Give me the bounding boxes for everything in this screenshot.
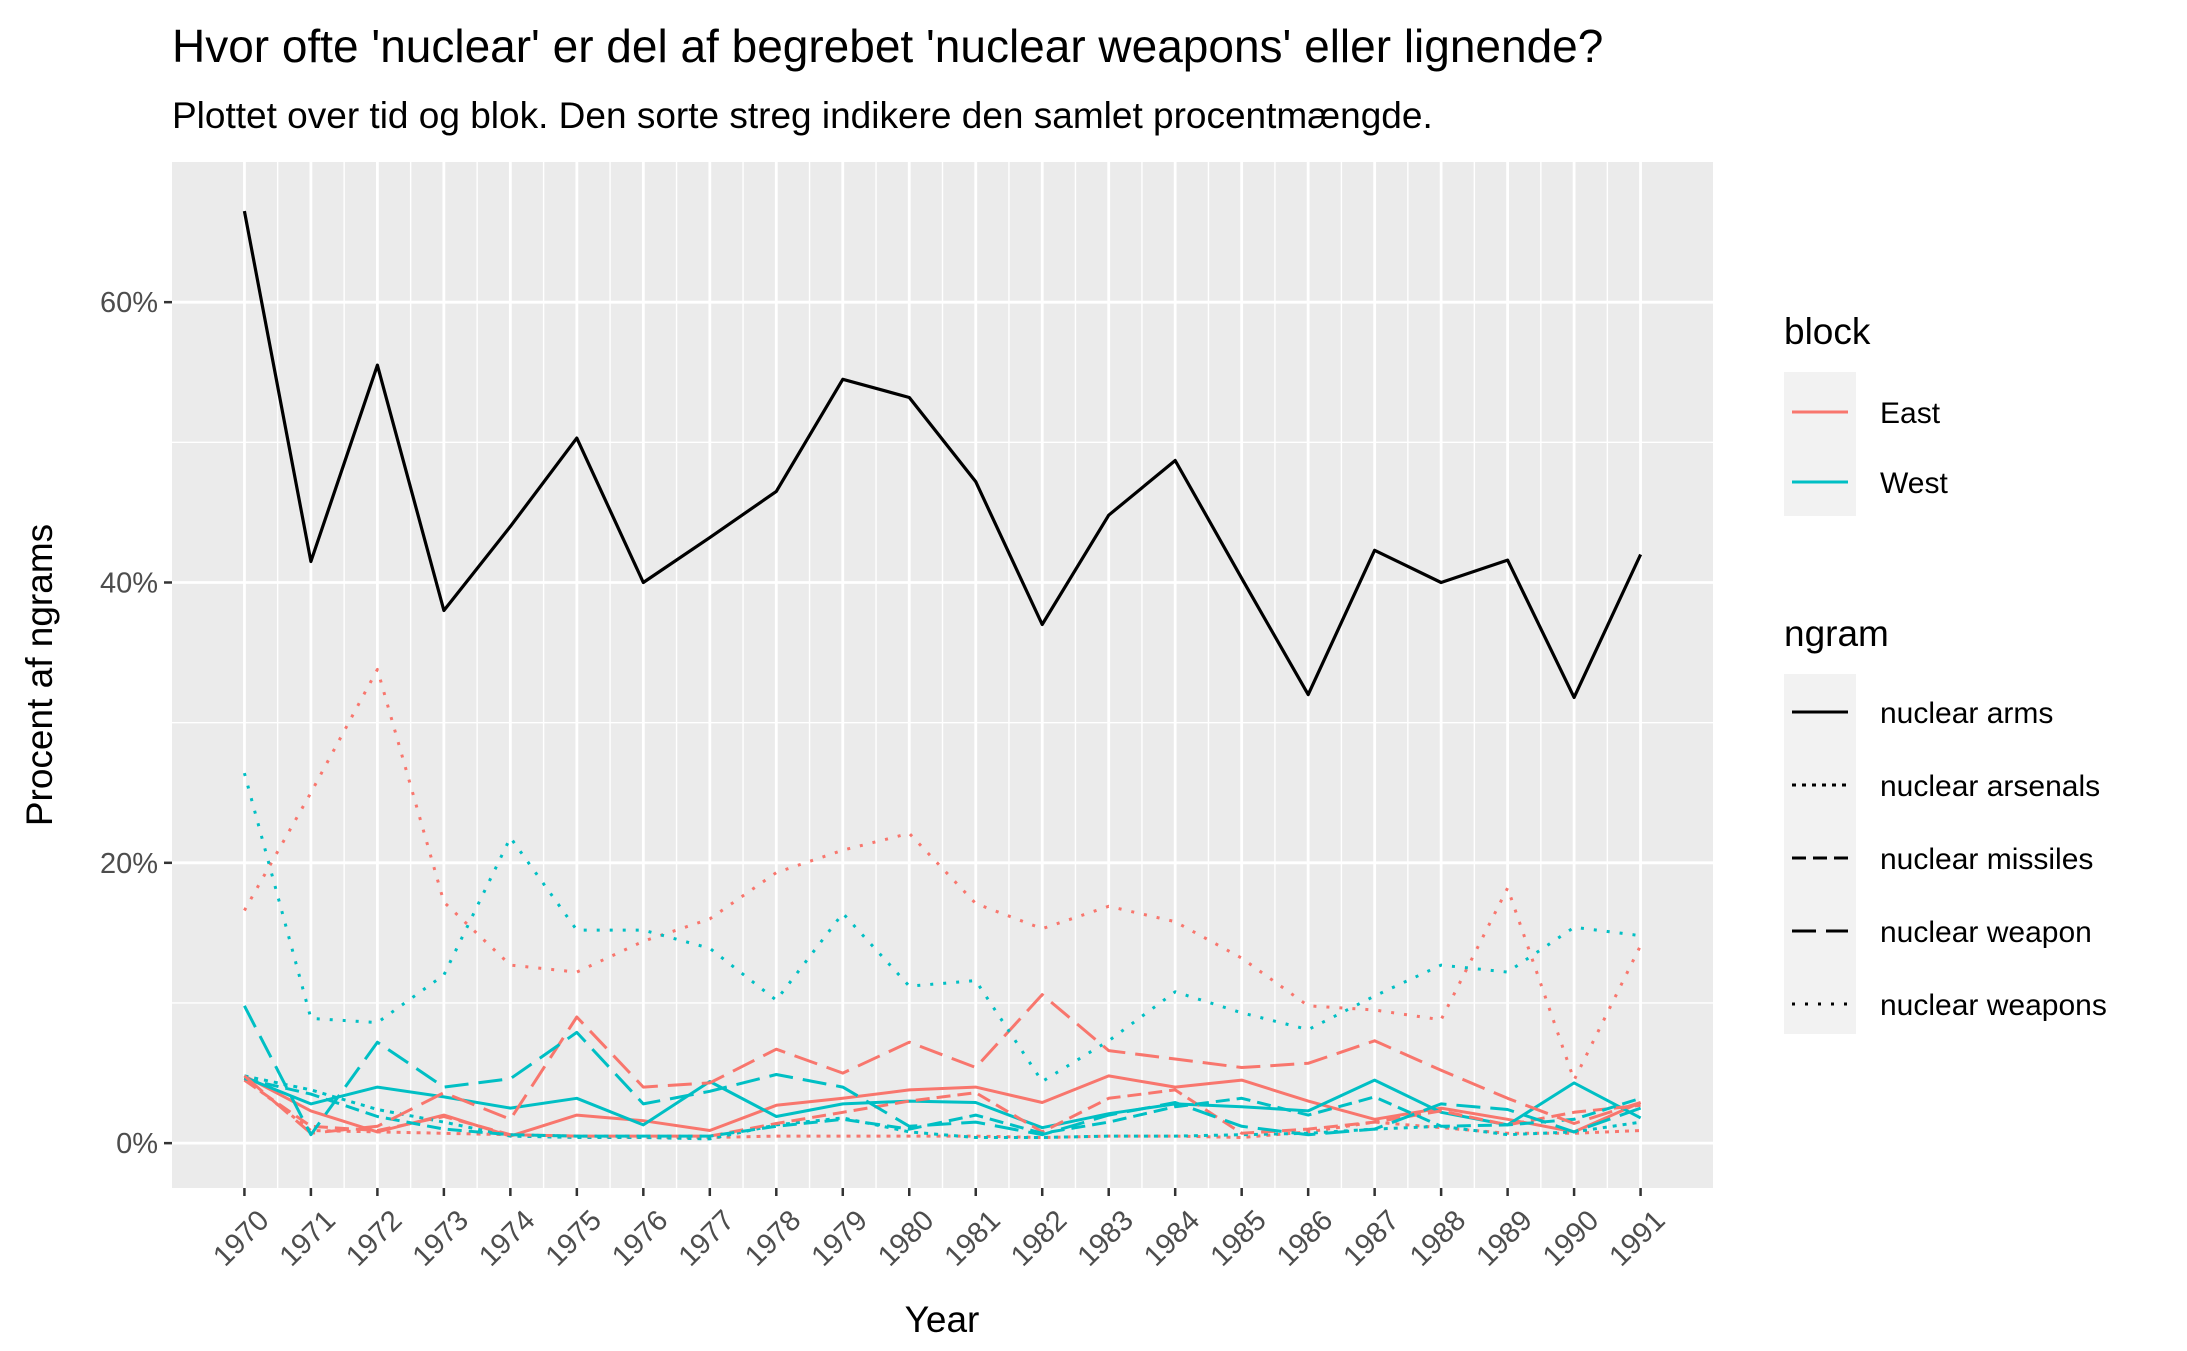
y-tick-label: 40% xyxy=(100,567,158,599)
x-tick-label: 1991 xyxy=(1603,1204,1671,1272)
series-line-nuclear-missiles-west xyxy=(244,1077,1642,1138)
legend-label-east: East xyxy=(1880,397,1941,430)
y-axis-title: Procent af ngrams xyxy=(19,524,60,826)
x-tick-label: 1985 xyxy=(1205,1204,1273,1272)
legend-label-nuclear-arsenals: nuclear arsenals xyxy=(1880,770,2100,803)
grid-major xyxy=(172,162,1713,1188)
legend-ngram-keys-bg xyxy=(1784,674,1856,1034)
legend-block: block East West xyxy=(1784,311,1948,516)
x-tick-label: 1977 xyxy=(673,1204,741,1272)
legend-label-nuclear-arms: nuclear arms xyxy=(1880,697,2053,730)
legend-block-keys-bg xyxy=(1784,372,1856,516)
series-line-nuclear-arms-east xyxy=(243,1074,1642,1138)
x-tick-label: 1988 xyxy=(1404,1204,1472,1272)
x-tick-label: 1975 xyxy=(540,1204,608,1272)
x-tick-label: 1972 xyxy=(340,1204,408,1272)
series-line-total-total xyxy=(242,210,1643,700)
x-tick-label: 1971 xyxy=(274,1204,342,1272)
y-tick-label: 20% xyxy=(100,848,158,880)
series-line-nuclear-weapon-west xyxy=(243,1005,1642,1137)
x-tick-label: 1980 xyxy=(872,1204,940,1272)
legend-block-title: block xyxy=(1784,311,1871,352)
x-tick-label: 1987 xyxy=(1337,1204,1405,1272)
x-tick-label: 1986 xyxy=(1271,1204,1339,1272)
x-tick-label: 1982 xyxy=(1005,1204,1073,1272)
y-tick-label: 0% xyxy=(116,1128,158,1160)
x-tick-label: 1974 xyxy=(473,1204,541,1272)
x-tick-label: 1989 xyxy=(1470,1204,1538,1272)
x-tick-label: 1978 xyxy=(739,1204,807,1272)
legend-block-entries: East West xyxy=(1792,397,1948,500)
x-tick-label: 1973 xyxy=(407,1204,475,1272)
chart-title: Hvor ofte 'nuclear' er del af begrebet '… xyxy=(172,20,1603,72)
legend-ngram-entries: nuclear arms nuclear arsenals nuclear miss… xyxy=(1792,697,2107,1022)
x-tick-label: 1976 xyxy=(606,1204,674,1272)
grid-minor xyxy=(172,162,1713,1188)
x-tick-label: 1981 xyxy=(939,1204,1007,1272)
x-tick-label: 1983 xyxy=(1072,1204,1140,1272)
y-tick-label: 60% xyxy=(100,287,158,319)
series-layer xyxy=(242,210,1643,1141)
chart-subtitle: Plottet over tid og blok. Den sorte stre… xyxy=(172,95,1433,136)
x-tick-label: 1970 xyxy=(207,1204,275,1272)
x-tick-label: 1979 xyxy=(806,1204,874,1272)
legend-label-nuclear-missiles: nuclear missiles xyxy=(1880,843,2093,876)
series-line-nuclear-weapon-east xyxy=(243,993,1642,1135)
series-line-nuclear-arsenals-east xyxy=(243,1077,1641,1139)
x-axis: 1970197119721973197419751976197719781979… xyxy=(207,1188,1672,1273)
legend-label-nuclear-weapons: nuclear weapons xyxy=(1880,989,2107,1022)
x-tick-label: 1984 xyxy=(1138,1204,1206,1272)
legend-label-nuclear-weapon: nuclear weapon xyxy=(1880,916,2092,949)
legend-ngram-title: ngram xyxy=(1784,613,1889,654)
legend-label-west: West xyxy=(1880,467,1948,500)
y-axis: 0% 20% 40% 60% xyxy=(100,287,172,1160)
series-line-nuclear-arms-west xyxy=(243,1075,1642,1130)
x-axis-title: Year xyxy=(905,1299,980,1340)
x-tick-label: 1990 xyxy=(1537,1204,1605,1272)
